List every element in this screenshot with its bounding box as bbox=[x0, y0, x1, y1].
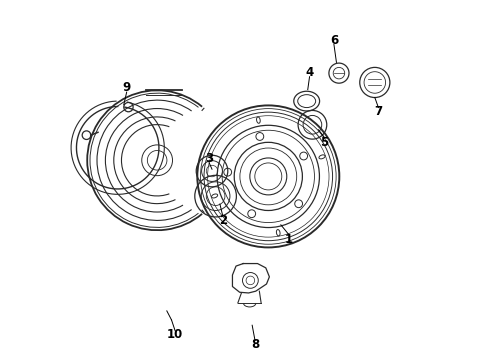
Text: 7: 7 bbox=[374, 105, 383, 118]
Text: 1: 1 bbox=[285, 233, 293, 246]
Text: 4: 4 bbox=[305, 66, 314, 79]
Text: 2: 2 bbox=[219, 214, 227, 227]
Text: 9: 9 bbox=[122, 81, 131, 94]
Text: 3: 3 bbox=[205, 152, 213, 165]
Text: 10: 10 bbox=[167, 328, 183, 341]
Text: 8: 8 bbox=[251, 338, 259, 351]
Text: 5: 5 bbox=[320, 136, 329, 149]
Text: 6: 6 bbox=[330, 33, 338, 47]
